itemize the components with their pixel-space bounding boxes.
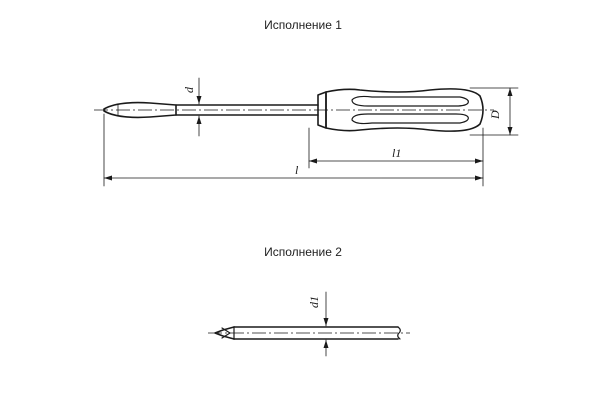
figure-1-caption: Исполнение 1 [264,18,342,32]
dimension-d: d [182,77,202,137]
label-D: D [488,110,502,120]
cross-tip-view-2: d1 [208,291,410,357]
label-d1: d1 [307,296,321,308]
label-l: l [295,163,299,177]
dimension-d1: d1 [307,291,329,357]
break-line [397,326,401,340]
label-l1: l1 [392,146,401,160]
screwdriver-view-1: d D l1 [94,77,519,187]
figure-2-caption: Исполнение 2 [264,245,342,259]
label-d: d [182,86,196,93]
handle-groove-lower [351,113,469,125]
handle-outline [325,88,484,132]
dimension-D: D [469,87,519,136]
dimension-l1: l1 [308,127,484,187]
dimension-l: l [103,113,484,187]
handle-groove-upper [351,95,469,107]
